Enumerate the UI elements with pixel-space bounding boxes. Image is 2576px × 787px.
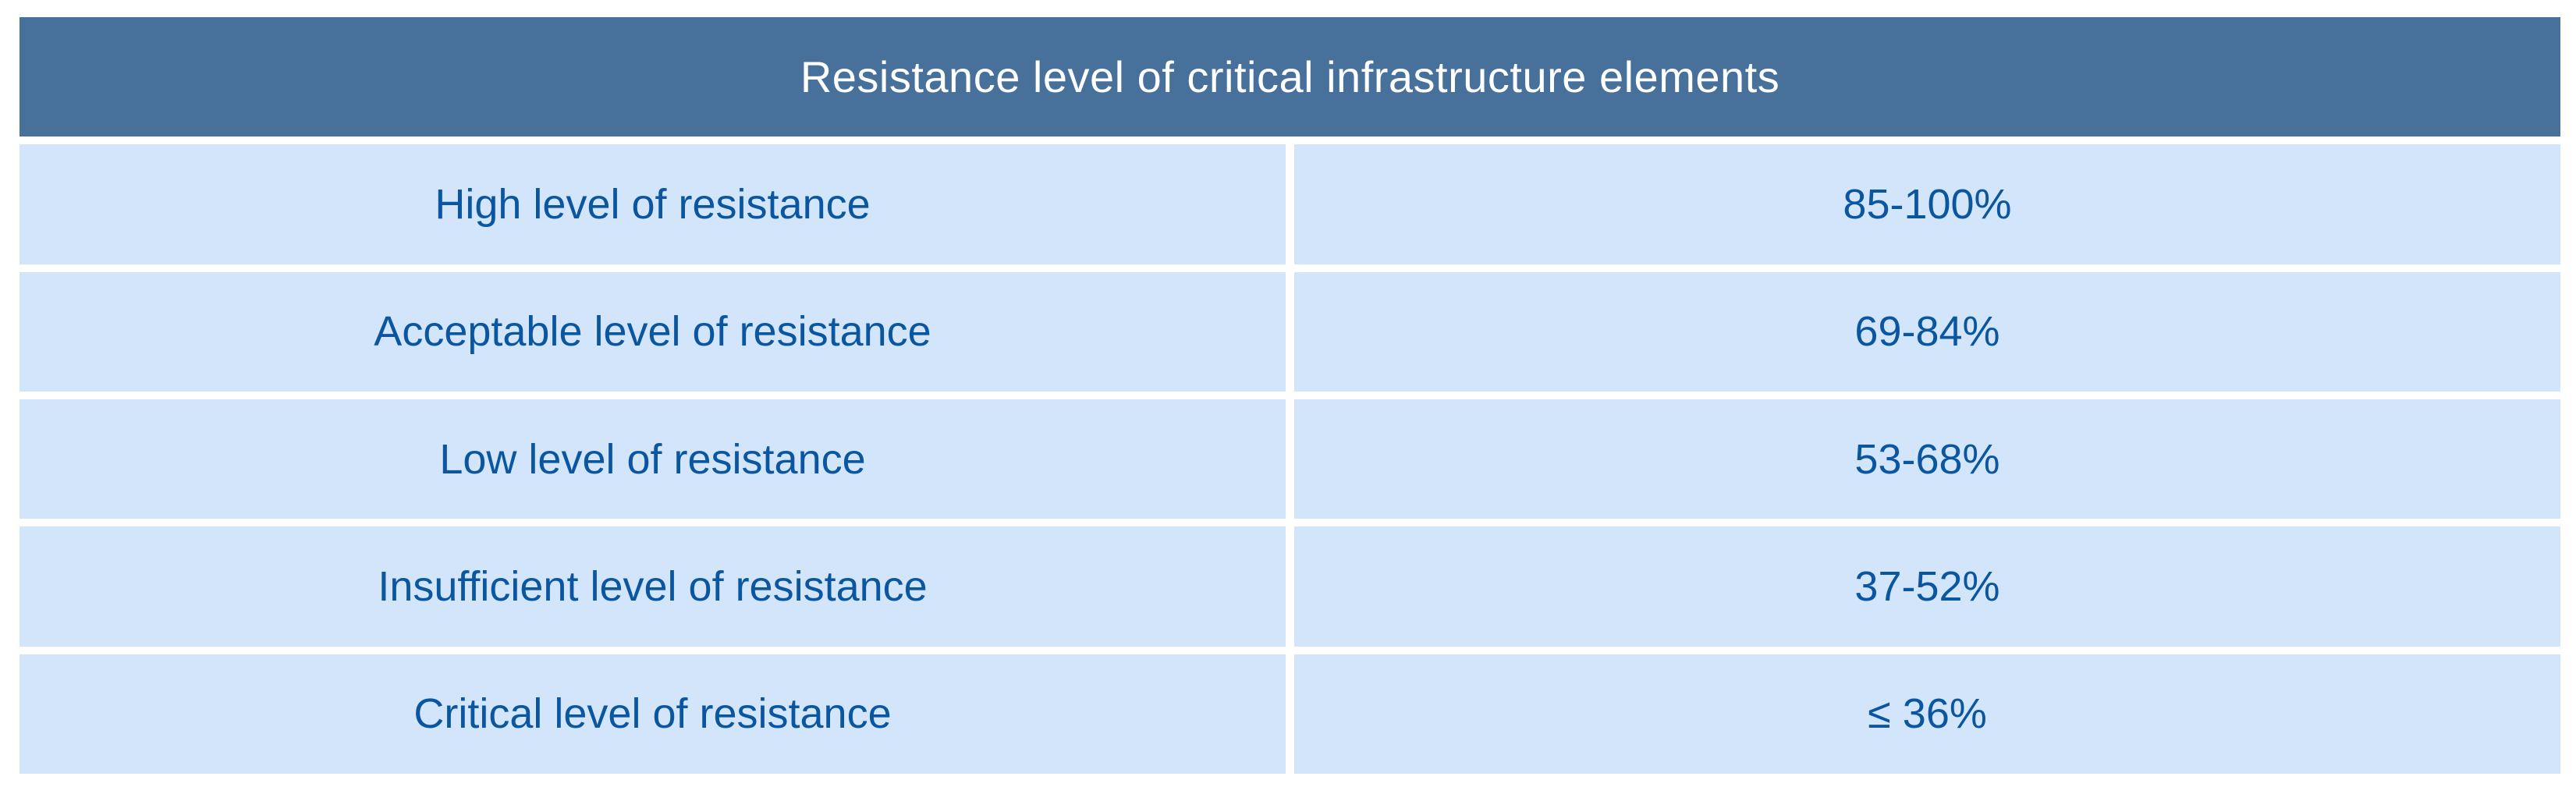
resistance-level-cell: Acceptable level of resistance — [20, 271, 1286, 392]
resistance-level-cell: Low level of resistance — [20, 399, 1286, 519]
resistance-level-cell: Insufficient level of resistance — [20, 526, 1286, 647]
resistance-range-cell: 85-100% — [1294, 144, 2560, 264]
resistance-range-cell: 69-84% — [1294, 271, 2560, 392]
resistance-range-cell: ≤ 36% — [1294, 654, 2560, 774]
resistance-level-table: Resistance level of critical infrastruct… — [20, 17, 2560, 774]
resistance-level-cell: High level of resistance — [20, 144, 1286, 264]
resistance-level-cell: Critical level of resistance — [20, 654, 1286, 774]
resistance-range-cell: 37-52% — [1294, 526, 2560, 647]
resistance-range-cell: 53-68% — [1294, 399, 2560, 519]
table-title: Resistance level of critical infrastruct… — [20, 17, 2560, 137]
